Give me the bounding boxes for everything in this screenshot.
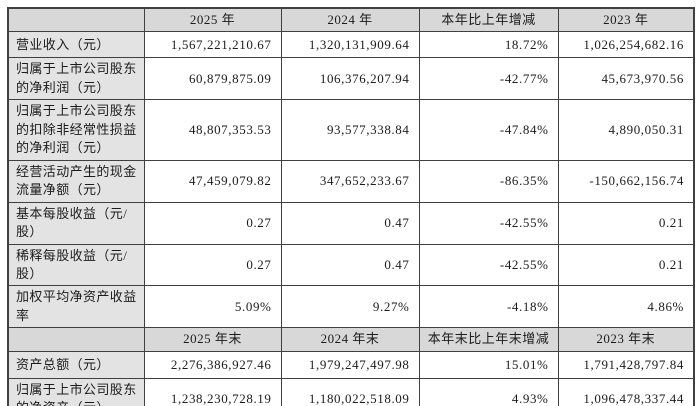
row-label: 资产总额（元） — [7, 350, 145, 379]
cell-value: 1,096,478,337.44 — [557, 377, 695, 406]
table-row-operating-revenue: 营业收入（元） 1,567,221,210.67 1,320,131,909.6… — [7, 31, 695, 59]
header-col-end-change: 本年末比上年末增减 — [418, 327, 559, 352]
table-row-net-profit: 归属于上市公司股东的净利润（元） 60,879,875.09 106,376,2… — [7, 57, 695, 101]
table-row-total-assets: 资产总额（元） 2,276,386,927.46 1,979,247,497.9… — [7, 350, 695, 379]
cell-value: -42.55% — [418, 201, 559, 245]
row-label: 归属于上市公司股东的净资产（元） — [7, 377, 145, 406]
cell-value: 0.47 — [280, 243, 420, 287]
cell-value: -4.18% — [418, 285, 559, 329]
row-label: 稀释每股收益（元/股） — [7, 243, 145, 287]
cell-value: 1,791,428,797.84 — [557, 350, 695, 379]
cell-value: 4.93% — [418, 377, 559, 406]
cell-value: 48,807,353.53 — [143, 99, 282, 161]
cell-value: 0.27 — [143, 201, 282, 245]
cell-value: 0.21 — [557, 201, 695, 245]
cell-value: 5.09% — [143, 285, 282, 329]
header-corner-cell — [7, 7, 145, 33]
header-col-2023: 2023 年 — [557, 7, 695, 33]
cell-value: 1,320,131,909.64 — [280, 31, 420, 59]
row-label: 加权平均净资产收益率 — [7, 285, 145, 329]
header-col-yoy-change: 本年比上年增减 — [418, 7, 559, 33]
table-row-weighted-avg-roe: 加权平均净资产收益率 5.09% 9.27% -4.18% 4.86% — [7, 285, 695, 329]
header-col-2025-end: 2025 年末 — [143, 327, 282, 352]
cell-value: 0.47 — [280, 201, 420, 245]
header-corner-cell — [7, 327, 145, 352]
cell-value: -42.55% — [418, 243, 559, 287]
financial-summary-table: 2025 年 2024 年 本年比上年增减 2023 年 营业收入（元） 1,5… — [7, 7, 695, 406]
cell-value: 2,276,386,927.46 — [143, 350, 282, 379]
cell-value: -42.77% — [418, 57, 559, 101]
row-label: 基本每股收益（元/股） — [7, 201, 145, 245]
cell-value: 0.21 — [557, 243, 695, 287]
header-col-2024-end: 2024 年末 — [280, 327, 420, 352]
cell-value: 1,238,230,728.19 — [143, 377, 282, 406]
table-row-basic-eps: 基本每股收益（元/股） 0.27 0.47 -42.55% 0.21 — [7, 201, 695, 245]
header-col-2024: 2024 年 — [280, 7, 420, 33]
cell-value: -150,662,156.74 — [557, 159, 695, 203]
cell-value: 4.86% — [557, 285, 695, 329]
cell-value: -86.35% — [418, 159, 559, 203]
cell-value: 9.27% — [280, 285, 420, 329]
cell-value: 18.72% — [418, 31, 559, 59]
cell-value: 0.27 — [143, 243, 282, 287]
header-col-2025: 2025 年 — [143, 7, 282, 33]
table-row-net-profit-excl-nonrecurring: 归属于上市公司股东的扣除非经常性损益的净利润（元） 48,807,353.53 … — [7, 99, 695, 161]
cell-value: 1,979,247,497.98 — [280, 350, 420, 379]
cell-value: -47.84% — [418, 99, 559, 161]
table-row-header-period-end: 2025 年末 2024 年末 本年末比上年末增减 2023 年末 — [7, 327, 695, 352]
table-row-diluted-eps: 稀释每股收益（元/股） 0.27 0.47 -42.55% 0.21 — [7, 243, 695, 287]
cell-value: 4,890,050.31 — [557, 99, 695, 161]
table-row-net-assets: 归属于上市公司股东的净资产（元） 1,238,230,728.19 1,180,… — [7, 377, 695, 406]
cell-value: 93,577,338.84 — [280, 99, 420, 161]
cell-value: 106,376,207.94 — [280, 57, 420, 101]
cell-value: 1,180,022,518.09 — [280, 377, 420, 406]
cell-value: 1,026,254,682.16 — [557, 31, 695, 59]
cell-value: 1,567,221,210.67 — [143, 31, 282, 59]
row-label: 归属于上市公司股东的扣除非经常性损益的净利润（元） — [7, 99, 145, 161]
row-label: 经营活动产生的现金流量净额（元） — [7, 159, 145, 203]
cell-value: 45,673,970.56 — [557, 57, 695, 101]
cell-value: 15.01% — [418, 350, 559, 379]
table-row-operating-cash-flow: 经营活动产生的现金流量净额（元） 47,459,079.82 347,652,2… — [7, 159, 695, 203]
row-label: 归属于上市公司股东的净利润（元） — [7, 57, 145, 101]
cell-value: 347,652,233.67 — [280, 159, 420, 203]
cell-value: 47,459,079.82 — [143, 159, 282, 203]
cell-value: 60,879,875.09 — [143, 57, 282, 101]
header-col-2023-end: 2023 年末 — [557, 327, 695, 352]
row-label: 营业收入（元） — [7, 31, 145, 59]
table-row-header-annual: 2025 年 2024 年 本年比上年增减 2023 年 — [7, 7, 695, 33]
